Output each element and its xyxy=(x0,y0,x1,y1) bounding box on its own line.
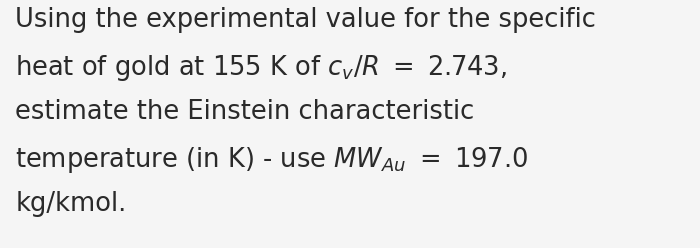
Text: temperature (in K) - use $MW_{Au}\ =\ 197.0$: temperature (in K) - use $MW_{Au}\ =\ 19… xyxy=(15,145,528,175)
Text: kg/kmol.: kg/kmol. xyxy=(15,191,127,217)
Text: Using the experimental value for the specific: Using the experimental value for the spe… xyxy=(15,7,596,33)
Text: estimate the Einstein characteristic: estimate the Einstein characteristic xyxy=(15,99,475,125)
Text: heat of gold at 155 K of $c_v/R\ =\ 2.743,$: heat of gold at 155 K of $c_v/R\ =\ 2.74… xyxy=(15,53,507,83)
